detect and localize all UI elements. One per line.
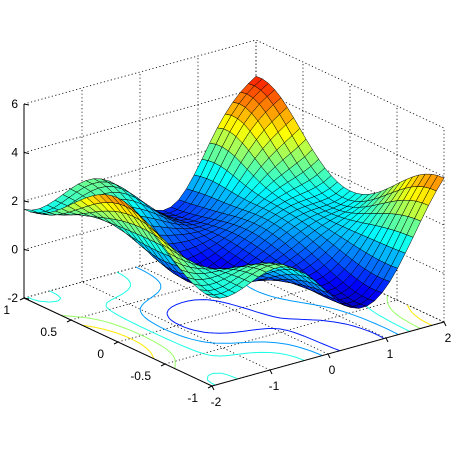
x-tick-label-0: -2: [211, 395, 222, 409]
x-tick-mark-0: [211, 385, 215, 391]
z-tick-label-1: 0: [11, 243, 18, 257]
x-tick-label-2: 0: [329, 363, 336, 377]
x-tick-label-4: 2: [445, 331, 452, 345]
x-tick-mark-3: [385, 337, 389, 343]
y-tick-mark-2: [113, 341, 119, 345]
y-tick-label-0: -1: [187, 391, 198, 405]
z-tick-mark-0: [23, 297, 30, 300]
z-tick-mark-2: [23, 200, 30, 203]
z-tick-mark-3: [23, 152, 30, 154]
grid-z-4: [23, 39, 445, 129]
grid-x-floor-2: [139, 265, 329, 355]
z-tick-label-3: 4: [11, 146, 18, 160]
y-tick-label-4: 1: [3, 303, 10, 317]
x-tick-label-1: -1: [269, 379, 280, 393]
y-tick-label-2: 0: [97, 347, 104, 361]
grid-y-floor-3: [70, 255, 304, 321]
y-tick-mark-1: [160, 363, 166, 367]
surface-facet: [205, 293, 220, 299]
y-tick-mark-4: [19, 297, 25, 301]
grid-y-floor-2: [117, 277, 351, 343]
z-tick-mark-4: [23, 103, 30, 106]
y-tick-label-1: -0.5: [130, 369, 151, 383]
axes-box: [19, 103, 447, 391]
y-tick-mark-0: [207, 385, 213, 389]
z-tick-label-2: 2: [11, 194, 18, 208]
grid-z-3: [23, 88, 445, 177]
grid-y-floor-1: [164, 299, 398, 365]
y-tick-mark-3: [66, 319, 72, 323]
contour-level-1: [166, 299, 385, 352]
x-tick-mark-1: [269, 369, 273, 375]
z-tick-label-4: 6: [11, 97, 18, 111]
x-tick-mark-4: [443, 321, 447, 327]
z-tick-label-0: -2: [7, 291, 18, 305]
z-tick-mark-1: [23, 249, 30, 251]
x-tick-mark-2: [327, 353, 331, 359]
grid-x-floor-1: [81, 281, 271, 371]
y-tick-label-3: 0.5: [40, 325, 57, 339]
surface-mesh: [23, 76, 445, 309]
x-tick-label-3: 1: [387, 347, 394, 361]
